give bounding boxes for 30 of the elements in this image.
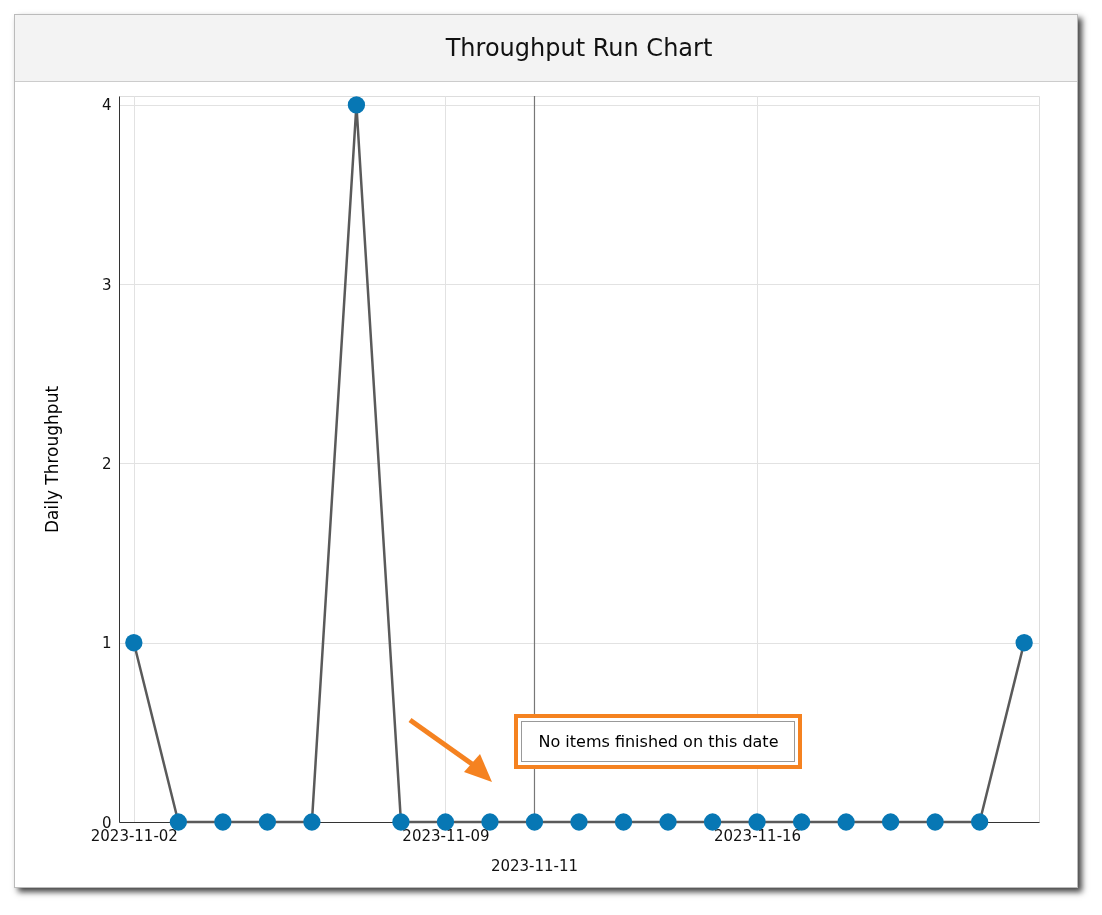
point [837,813,855,831]
point [347,96,366,114]
y-tick-label: 3 [101,275,112,294]
point [970,813,989,831]
point [525,813,544,831]
y-tick-label: 1 [101,634,112,653]
y-tick-label: 4 [101,96,112,115]
point [659,813,677,831]
ref-line-label: 2023-11-11 [490,857,579,875]
point [1015,634,1033,652]
point [169,813,188,831]
point [303,813,321,831]
point [926,813,944,831]
y-axis-title: Daily Throughput [41,385,62,534]
chart-title: Throughput Run Chart [444,34,713,63]
point [481,813,499,831]
point [214,813,232,831]
point [258,813,277,831]
point [881,813,900,831]
tooltip-box: No items finished on this date [514,714,803,769]
annotation: No items finished on this date [521,721,796,762]
point [125,634,143,652]
point [392,813,410,831]
x-tick-label: 2023-11-09 [402,826,490,845]
point [614,813,633,831]
y-tick-label: 2 [101,454,112,473]
point [792,813,811,831]
x-tick-label: 2023-11-16 [713,826,802,845]
point [703,813,722,831]
point [570,813,588,831]
